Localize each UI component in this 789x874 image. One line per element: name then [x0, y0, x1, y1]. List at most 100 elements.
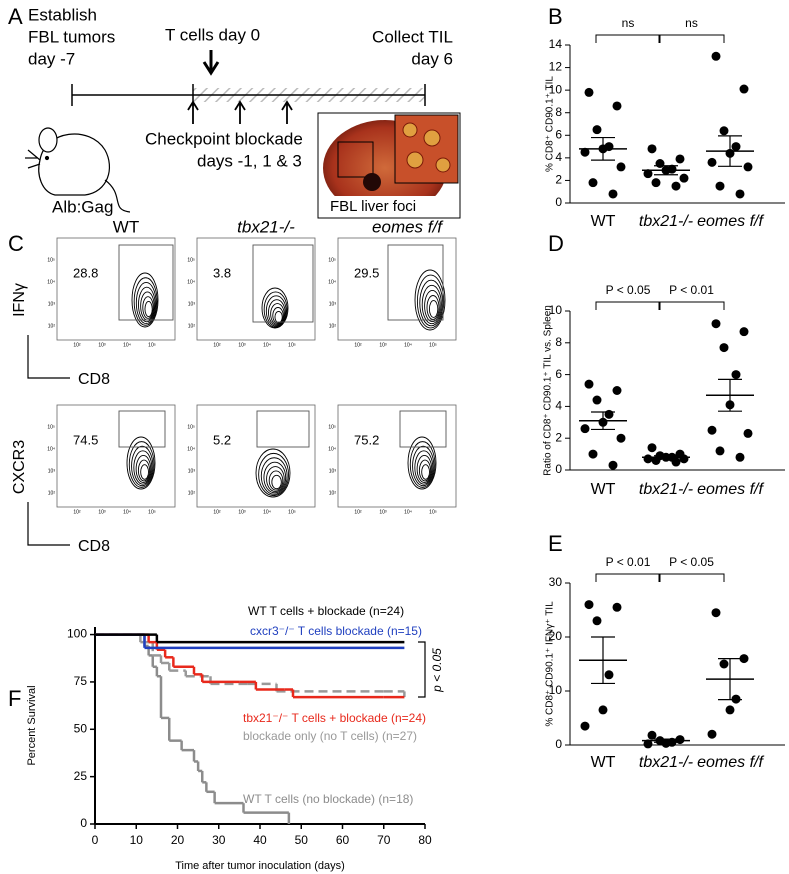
- diagram-text: T cells day 0: [165, 25, 260, 44]
- contour: [131, 445, 154, 487]
- x-axis-label: Time after tumor inoculation (days): [175, 860, 345, 872]
- tick-label: 10²: [48, 323, 56, 329]
- y-tick-label: 0: [555, 195, 562, 209]
- significance-bracket: [658, 34, 725, 43]
- contour: [128, 441, 155, 488]
- diagram-text: FBL tumors: [28, 27, 115, 46]
- significance-label: p < 0.05: [430, 648, 444, 693]
- contour: [135, 282, 157, 324]
- legend-label: tbx21⁻/⁻ T cells + blockade (n=24): [243, 711, 426, 725]
- data-point: [592, 395, 602, 405]
- tick-label: 10⁵: [288, 342, 296, 348]
- contour: [428, 300, 439, 318]
- contour: [271, 474, 282, 490]
- gate-value: 3.8: [213, 265, 231, 280]
- y-tick-label: 50: [74, 721, 88, 735]
- data-point: [739, 654, 749, 664]
- legend-label: WT T cells + blockade (n=24): [248, 604, 404, 618]
- data-point: [711, 51, 721, 61]
- column-title: eomes f/f: [372, 217, 444, 236]
- diagram-text: day 6: [411, 49, 453, 68]
- error-bar: [591, 136, 615, 161]
- y-axis-label: CXCR3: [11, 440, 28, 494]
- contour: [407, 436, 437, 490]
- diagram-text: Alb:Gag: [52, 197, 113, 216]
- data-point: [643, 169, 653, 179]
- contour: [131, 272, 159, 328]
- y-axis-label: IFNγ: [11, 283, 28, 317]
- y-tick-label: 6: [555, 127, 562, 141]
- y-tick-label: 4: [555, 150, 562, 164]
- data-point: [675, 154, 685, 164]
- y-tick-label: 6: [555, 367, 562, 381]
- liver-photo: [317, 112, 461, 219]
- data-point: [584, 379, 594, 389]
- y-axis-label: % CD8⁺ CD90.1⁺ TIL: [545, 76, 556, 172]
- data-point: [612, 602, 622, 612]
- data-point: [588, 178, 598, 188]
- tick-label: 10⁵: [187, 257, 195, 263]
- gate: [252, 244, 314, 323]
- data-point: [719, 126, 729, 136]
- plot-frame: [56, 404, 176, 508]
- y-tick-label: 0: [555, 462, 562, 476]
- significance-label: P < 0.01: [606, 555, 651, 569]
- significance-bracket: [658, 301, 725, 310]
- tick-label: 10³: [48, 468, 56, 474]
- tick-label: 10³: [379, 342, 387, 348]
- contour: [258, 452, 290, 497]
- contour: [255, 448, 291, 498]
- tick-label: 10⁵: [148, 342, 156, 348]
- tick-label: 10⁴: [123, 509, 131, 515]
- tick-label: 10³: [98, 509, 106, 515]
- tick-label: 10⁴: [328, 446, 336, 452]
- x-axis-label: CD8: [78, 538, 110, 555]
- diagram-text: Collect TIL: [372, 27, 453, 46]
- error-bar: [591, 636, 615, 685]
- contour: [416, 274, 445, 329]
- data-point: [679, 173, 689, 183]
- data-point: [588, 449, 598, 459]
- contour: [414, 269, 446, 331]
- data-point: [604, 409, 614, 419]
- data-point: [707, 157, 717, 167]
- contour: [421, 464, 430, 480]
- panel-label: F: [8, 686, 21, 711]
- data-point: [616, 162, 626, 172]
- contour: [421, 284, 442, 325]
- contour: [126, 436, 156, 490]
- tick-label: 10⁵: [429, 342, 437, 348]
- tick-label: 10³: [238, 342, 246, 348]
- tick-label: 10⁵: [328, 257, 336, 263]
- panel-label: D: [548, 231, 564, 256]
- tick-label: 10²: [354, 342, 362, 348]
- tick-label: 10⁵: [187, 424, 195, 430]
- arrow: [234, 100, 246, 124]
- x-tick-label: WT: [591, 754, 616, 771]
- data-point: [580, 424, 590, 434]
- y-tick-label: 0: [555, 737, 562, 751]
- tick-label: 10³: [329, 301, 337, 307]
- data-point: [647, 730, 657, 740]
- tick-label: 10²: [188, 323, 196, 329]
- contour: [140, 464, 149, 480]
- significance-label: ns: [622, 16, 635, 30]
- contour: [133, 450, 153, 485]
- x-tick-label: tbx21-/-: [639, 754, 693, 771]
- x-tick-label: 70: [377, 833, 391, 847]
- tick-label: 10⁵: [47, 257, 55, 263]
- y-tick-label: 100: [67, 627, 87, 641]
- tick-label: 10⁴: [187, 446, 195, 452]
- contour: [414, 450, 434, 485]
- data-point: [711, 608, 721, 618]
- data-point: [604, 670, 614, 680]
- gate: [256, 410, 310, 448]
- data-point: [612, 386, 622, 395]
- contour: [263, 461, 287, 494]
- y-tick-label: 25: [74, 769, 88, 783]
- y-tick-label: 8: [555, 335, 562, 349]
- gate-value: 29.5: [354, 265, 379, 280]
- x-tick-label: 40: [253, 833, 267, 847]
- arrow: [202, 50, 220, 76]
- tick-label: 10³: [48, 301, 56, 307]
